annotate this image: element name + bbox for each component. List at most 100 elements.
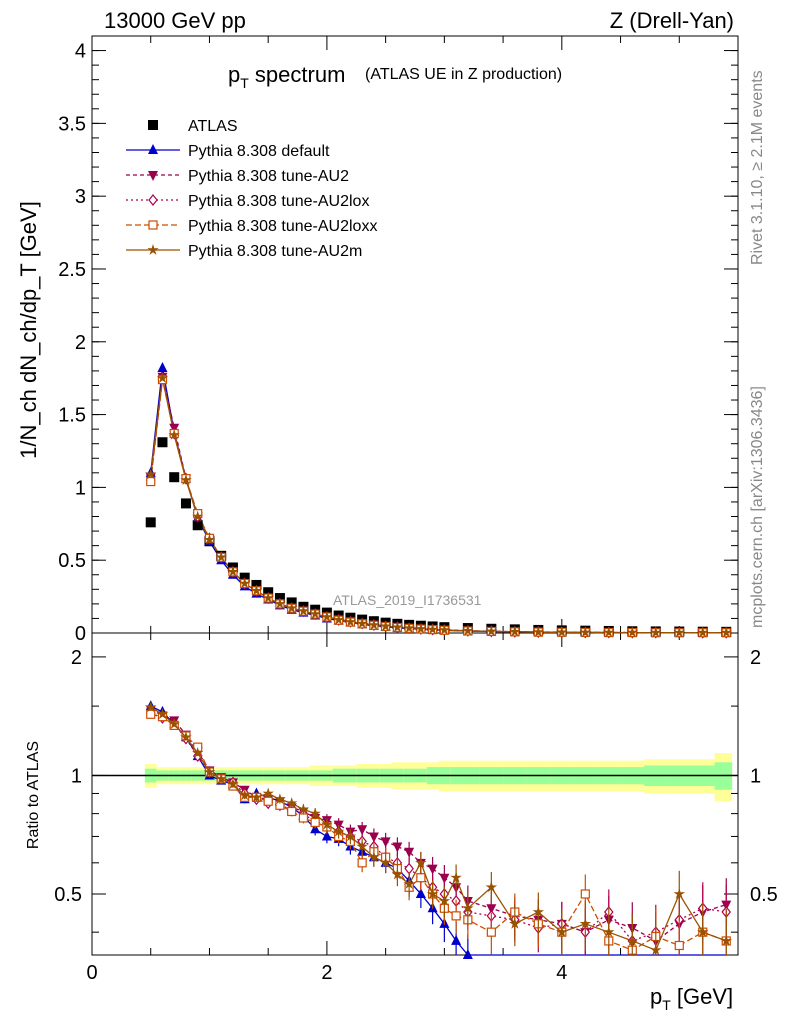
ratio-data-point bbox=[451, 934, 462, 945]
ratio-y-tick-label: 2 bbox=[71, 647, 82, 669]
ratio-data-point bbox=[368, 832, 379, 843]
ratio-data-point bbox=[380, 837, 391, 848]
legend-label: Pythia 8.308 tune-AU2 bbox=[188, 168, 349, 185]
ratio-panel-frame bbox=[91, 632, 739, 956]
mc-data-point bbox=[192, 510, 204, 522]
rivet-label: Rivet 3.1.10, ≥ 2.1M events bbox=[749, 70, 766, 265]
mc-data-point bbox=[697, 626, 709, 638]
ratio-data-point bbox=[626, 934, 638, 946]
mc-data-point bbox=[485, 625, 498, 637]
x-tick-label: 2 bbox=[321, 962, 332, 984]
atlas-data-point bbox=[169, 472, 180, 483]
ratio-data-point bbox=[368, 851, 380, 863]
xlabel-rest: [GeV] bbox=[671, 984, 733, 1009]
mc-data-point bbox=[379, 620, 392, 632]
ratio-data-point bbox=[298, 813, 309, 823]
main-y-tick-label: 2.5 bbox=[58, 259, 86, 281]
ratio-series-line bbox=[150, 705, 727, 956]
ratio-data-point bbox=[403, 878, 415, 889]
mc-data-point bbox=[180, 474, 192, 485]
ratio-data-point bbox=[579, 917, 591, 929]
ratio-data-point bbox=[321, 830, 332, 841]
ratio-series-line bbox=[150, 713, 727, 951]
ratio-series-line bbox=[150, 706, 727, 952]
header-right: Z (Drell-Yan) bbox=[610, 8, 734, 33]
ratio-y-tick-label: 0.5 bbox=[54, 884, 82, 906]
main-y-tick-label: 3.5 bbox=[58, 113, 86, 135]
ratio-data-point bbox=[426, 888, 439, 899]
main-series-group bbox=[145, 361, 732, 639]
analysis-watermark: ATLAS_2019_I1736531 bbox=[333, 592, 482, 608]
x-axis-label: pT [GeV] bbox=[650, 984, 733, 1013]
ratio-data-point bbox=[297, 803, 310, 815]
ratio-data-point bbox=[357, 858, 367, 868]
ratio-data-point bbox=[146, 709, 156, 719]
legend-marker bbox=[148, 194, 158, 206]
ratio-data-point bbox=[451, 911, 461, 921]
mc-data-point bbox=[215, 551, 227, 563]
ratio-data-point bbox=[250, 791, 263, 803]
main-y-tick-label: 0.5 bbox=[58, 550, 86, 572]
chart-title: pT spectrum bbox=[228, 62, 345, 91]
mc-data-point bbox=[356, 617, 368, 629]
ratio-data-point bbox=[379, 856, 392, 868]
ratio-series-line bbox=[150, 712, 727, 942]
mc-data-point bbox=[426, 623, 439, 635]
x-tick-label: 4 bbox=[556, 962, 567, 984]
main-y-label-text: 1/N_ch dN_ch/dp_T [GeV] bbox=[16, 201, 41, 459]
ratio-data-point bbox=[404, 847, 415, 858]
ratio-series-line bbox=[150, 709, 727, 942]
ratio-y-tick-label-right: 2 bbox=[750, 647, 761, 669]
atlas-data-point bbox=[180, 498, 191, 509]
mc-data-point bbox=[403, 622, 415, 633]
mc-data-point bbox=[297, 605, 310, 616]
title-rest: spectrum bbox=[249, 62, 346, 87]
main-y-tick-label: 2 bbox=[75, 332, 86, 354]
ratio-data-point bbox=[450, 871, 462, 883]
ratio-series-group bbox=[145, 700, 732, 959]
ratio-data-point bbox=[392, 842, 403, 853]
mc-data-point bbox=[274, 597, 286, 609]
mc-data-point bbox=[168, 429, 180, 440]
ratio-data-point bbox=[227, 778, 239, 790]
mc-data-point bbox=[321, 611, 333, 622]
mc-data-point bbox=[250, 584, 263, 596]
x-tick-label: 0 bbox=[86, 962, 97, 984]
mc-data-point bbox=[239, 577, 251, 589]
ratio-data-point bbox=[416, 873, 426, 883]
legend-marker bbox=[148, 120, 158, 130]
ratio-data-point bbox=[344, 830, 357, 842]
legend-label: ATLAS bbox=[188, 118, 238, 135]
ratio-data-point bbox=[321, 818, 333, 830]
ratio-data-point bbox=[274, 793, 286, 805]
atlas-data-point bbox=[157, 437, 168, 448]
mc-data-point bbox=[673, 626, 685, 638]
atlas-data-point bbox=[192, 520, 203, 531]
legend-label: Pythia 8.308 tune-AU2loxx bbox=[188, 218, 377, 235]
legend-marker bbox=[148, 220, 158, 230]
mc-data-point bbox=[556, 626, 568, 638]
legend-marker bbox=[148, 144, 158, 154]
ratio-data-point bbox=[263, 796, 273, 806]
legend-marker bbox=[148, 171, 158, 181]
title-p: p bbox=[228, 62, 240, 87]
legend-label: Pythia 8.308 tune-AU2m bbox=[188, 243, 362, 260]
ratio-data-point bbox=[357, 825, 368, 836]
legend: ATLAS Pythia 8.308 default Pythia 8.308 tu… bbox=[126, 118, 377, 260]
main-y-tick-label: 1 bbox=[75, 477, 86, 499]
mc-data-point bbox=[286, 602, 298, 614]
ratio-y-tick-label: 1 bbox=[71, 765, 82, 787]
ratio-data-point bbox=[673, 888, 685, 899]
mcplots-label: mcplots.cern.ch [arXiv:1306.3436] bbox=[749, 386, 766, 628]
ratio-uncertainty-band bbox=[92, 753, 738, 802]
ratio-data-point bbox=[287, 806, 297, 817]
ratio-data-point bbox=[309, 807, 321, 819]
mc-data-point bbox=[509, 625, 521, 637]
mc-data-point bbox=[157, 361, 168, 372]
mc-data-point bbox=[391, 621, 404, 633]
ratio-data-point bbox=[438, 895, 451, 906]
mc-data-point bbox=[309, 608, 321, 619]
ratio-y-label: Ratio to ATLAS bbox=[25, 741, 42, 849]
legend-label: Pythia 8.308 tune-AU2lox bbox=[188, 193, 369, 210]
